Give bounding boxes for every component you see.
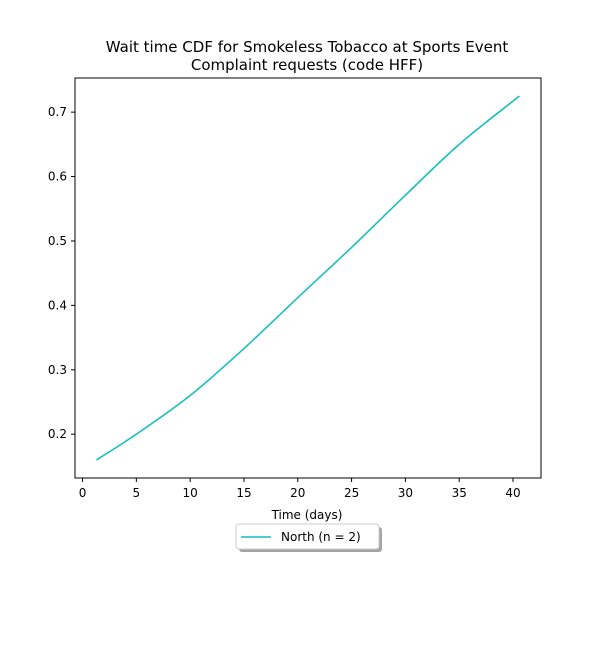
x-tick-label: 40 — [505, 486, 520, 500]
y-tick-label: 0.3 — [48, 363, 67, 377]
series-line-north — [96, 95, 520, 461]
x-tick-label: 0 — [79, 486, 87, 500]
x-tick-label: 35 — [452, 486, 467, 500]
y-tick-label: 0.4 — [48, 298, 67, 312]
chart-title-line-1: Wait time CDF for Smokeless Tobacco at S… — [106, 38, 509, 56]
y-tick-label: 0.7 — [48, 105, 67, 119]
y-tick-label: 0.5 — [48, 234, 67, 248]
axes-frame — [74, 77, 542, 479]
plot-area: 0 5 10 15 20 25 30 35 40 0.2 0.3 0.4 0.5 0.6 0.7 — [48, 95, 521, 500]
x-tick-label: 15 — [236, 486, 251, 500]
y-tick-label: 0.6 — [48, 170, 67, 184]
x-tick-label: 25 — [344, 486, 359, 500]
chart-title-line-2: Complaint requests (code HFF) — [191, 56, 423, 74]
y-tick-label: 0.2 — [48, 427, 67, 441]
legend-box — [235, 523, 380, 550]
x-tick-label: 30 — [398, 486, 413, 500]
legend-label: North (n = 2) — [281, 530, 361, 544]
x-tick-label: 5 — [133, 486, 141, 500]
x-axis-label: Time (days) — [271, 508, 343, 522]
legend: North (n = 2) — [235, 523, 382, 552]
x-tick-label: 20 — [290, 486, 305, 500]
x-tick-label: 10 — [183, 486, 198, 500]
